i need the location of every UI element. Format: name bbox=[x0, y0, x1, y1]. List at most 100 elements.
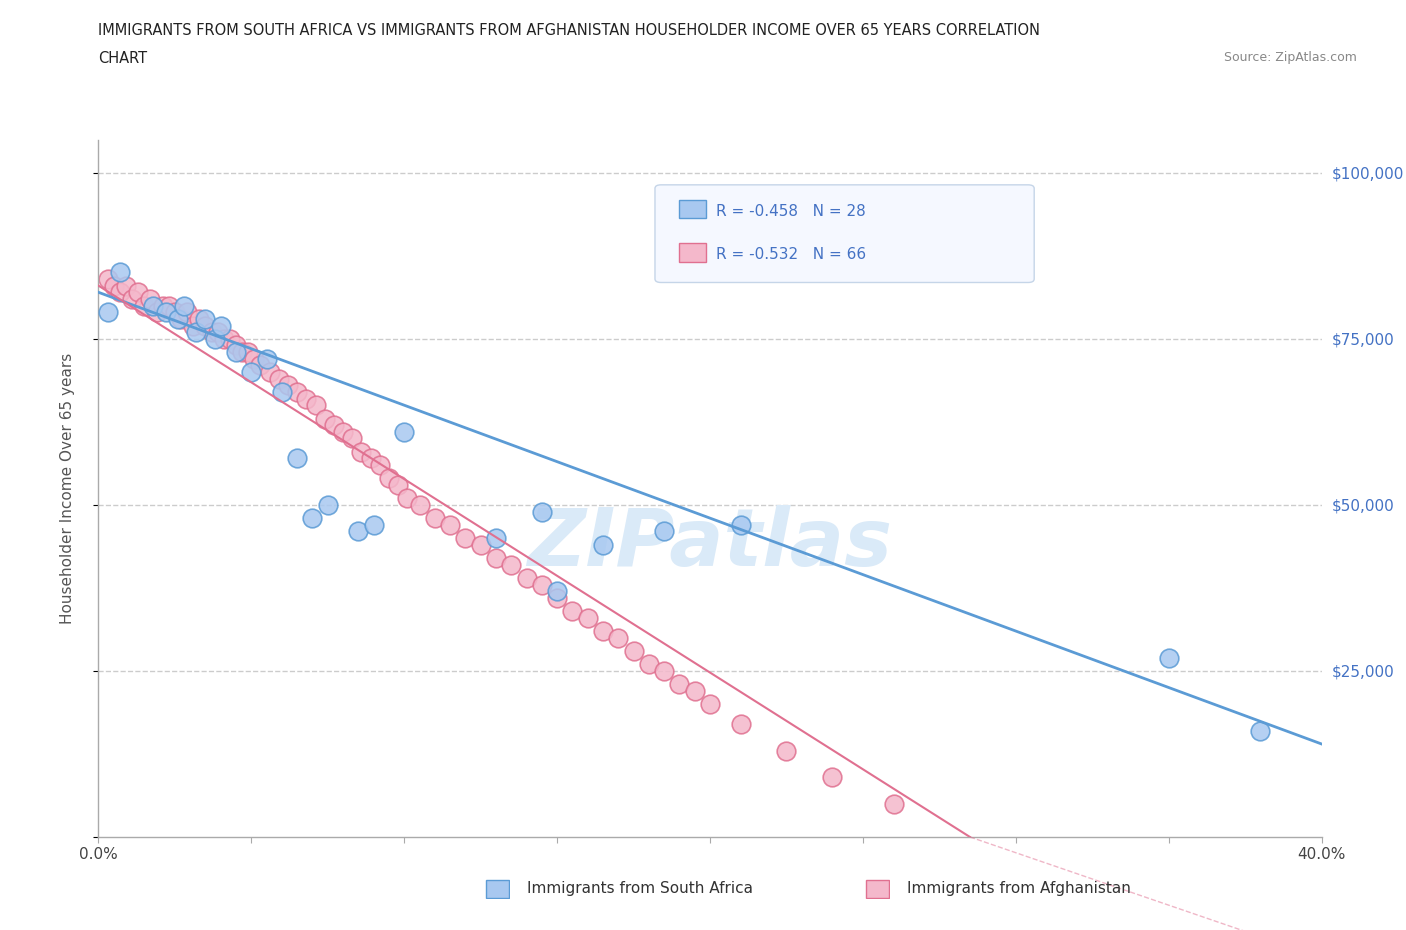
Point bbox=[699, 697, 721, 711]
Point bbox=[439, 517, 461, 532]
Point bbox=[332, 424, 354, 439]
Point bbox=[295, 392, 318, 406]
Point bbox=[485, 531, 508, 546]
Text: R = -0.458   N = 28: R = -0.458 N = 28 bbox=[716, 204, 866, 219]
Point bbox=[454, 531, 477, 546]
Point bbox=[163, 305, 186, 320]
Point bbox=[546, 584, 568, 599]
Point bbox=[775, 743, 797, 758]
Point bbox=[396, 491, 419, 506]
Point bbox=[652, 524, 675, 538]
Point bbox=[167, 312, 190, 326]
Point bbox=[387, 477, 409, 492]
Text: ZIPatlas: ZIPatlas bbox=[527, 505, 893, 583]
FancyBboxPatch shape bbox=[679, 200, 706, 219]
Point bbox=[314, 411, 336, 426]
Point bbox=[285, 384, 308, 399]
Point bbox=[176, 305, 198, 320]
Point bbox=[127, 285, 149, 299]
Point bbox=[134, 299, 156, 313]
Point bbox=[347, 524, 370, 538]
Point bbox=[423, 511, 446, 525]
Point bbox=[730, 517, 752, 532]
Point bbox=[546, 591, 568, 605]
Point bbox=[157, 299, 180, 313]
Point bbox=[378, 471, 401, 485]
Point bbox=[821, 770, 844, 785]
Point bbox=[301, 511, 323, 525]
Point bbox=[152, 299, 174, 313]
Point bbox=[304, 398, 326, 413]
Text: R = -0.532   N = 66: R = -0.532 N = 66 bbox=[716, 247, 866, 262]
Point bbox=[267, 371, 290, 386]
Point bbox=[408, 498, 430, 512]
Point bbox=[470, 538, 492, 552]
Text: Source: ZipAtlas.com: Source: ZipAtlas.com bbox=[1223, 51, 1357, 64]
Point bbox=[155, 305, 177, 320]
Text: IMMIGRANTS FROM SOUTH AFRICA VS IMMIGRANTS FROM AFGHANISTAN HOUSEHOLDER INCOME O: IMMIGRANTS FROM SOUTH AFRICA VS IMMIGRAN… bbox=[98, 23, 1040, 38]
Point bbox=[883, 796, 905, 811]
Point bbox=[277, 378, 299, 392]
Point bbox=[342, 431, 364, 445]
Point bbox=[170, 312, 193, 326]
FancyBboxPatch shape bbox=[679, 243, 706, 261]
Point bbox=[607, 631, 630, 645]
Point bbox=[668, 677, 690, 692]
Point bbox=[231, 345, 253, 360]
Point bbox=[316, 498, 339, 512]
Point bbox=[561, 604, 583, 618]
Point bbox=[516, 570, 538, 585]
Point bbox=[142, 299, 165, 313]
Point bbox=[173, 299, 195, 313]
Point bbox=[368, 458, 391, 472]
Point bbox=[243, 352, 266, 366]
Point bbox=[97, 305, 120, 320]
Point bbox=[530, 578, 553, 592]
Y-axis label: Householder Income Over 65 years: Householder Income Over 65 years bbox=[60, 352, 75, 624]
Point bbox=[363, 517, 385, 532]
Point bbox=[501, 557, 523, 572]
Point bbox=[108, 285, 131, 299]
Point bbox=[209, 318, 232, 333]
Point bbox=[200, 325, 222, 339]
Point bbox=[637, 657, 661, 671]
Point bbox=[683, 684, 706, 698]
Point bbox=[181, 318, 204, 333]
Point bbox=[392, 424, 416, 439]
Point bbox=[249, 358, 271, 373]
Point bbox=[322, 418, 344, 432]
Point bbox=[240, 365, 263, 379]
Point bbox=[576, 610, 599, 625]
Point bbox=[207, 325, 229, 339]
Point bbox=[592, 624, 614, 639]
Text: Immigrants from Afghanistan: Immigrants from Afghanistan bbox=[907, 881, 1130, 896]
Point bbox=[145, 305, 167, 320]
Point bbox=[350, 445, 373, 459]
Point bbox=[108, 265, 131, 280]
Text: Immigrants from South Africa: Immigrants from South Africa bbox=[527, 881, 754, 896]
Point bbox=[652, 663, 675, 678]
Point bbox=[225, 338, 247, 352]
Point bbox=[730, 717, 752, 732]
FancyBboxPatch shape bbox=[655, 185, 1035, 283]
Point bbox=[256, 352, 278, 366]
Point bbox=[115, 278, 138, 293]
Point bbox=[285, 451, 308, 466]
Point bbox=[1249, 724, 1271, 738]
Point bbox=[186, 325, 208, 339]
FancyBboxPatch shape bbox=[486, 880, 509, 898]
Point bbox=[485, 551, 508, 565]
Point bbox=[139, 291, 162, 306]
Point bbox=[623, 644, 645, 658]
Point bbox=[121, 291, 143, 306]
Point bbox=[530, 504, 553, 519]
Point bbox=[188, 312, 211, 326]
Point bbox=[238, 345, 260, 360]
Point bbox=[97, 272, 120, 286]
Point bbox=[194, 312, 217, 326]
Point bbox=[103, 278, 125, 293]
Point bbox=[219, 331, 242, 346]
Text: CHART: CHART bbox=[98, 51, 148, 66]
Point bbox=[360, 451, 382, 466]
Point bbox=[204, 331, 226, 346]
